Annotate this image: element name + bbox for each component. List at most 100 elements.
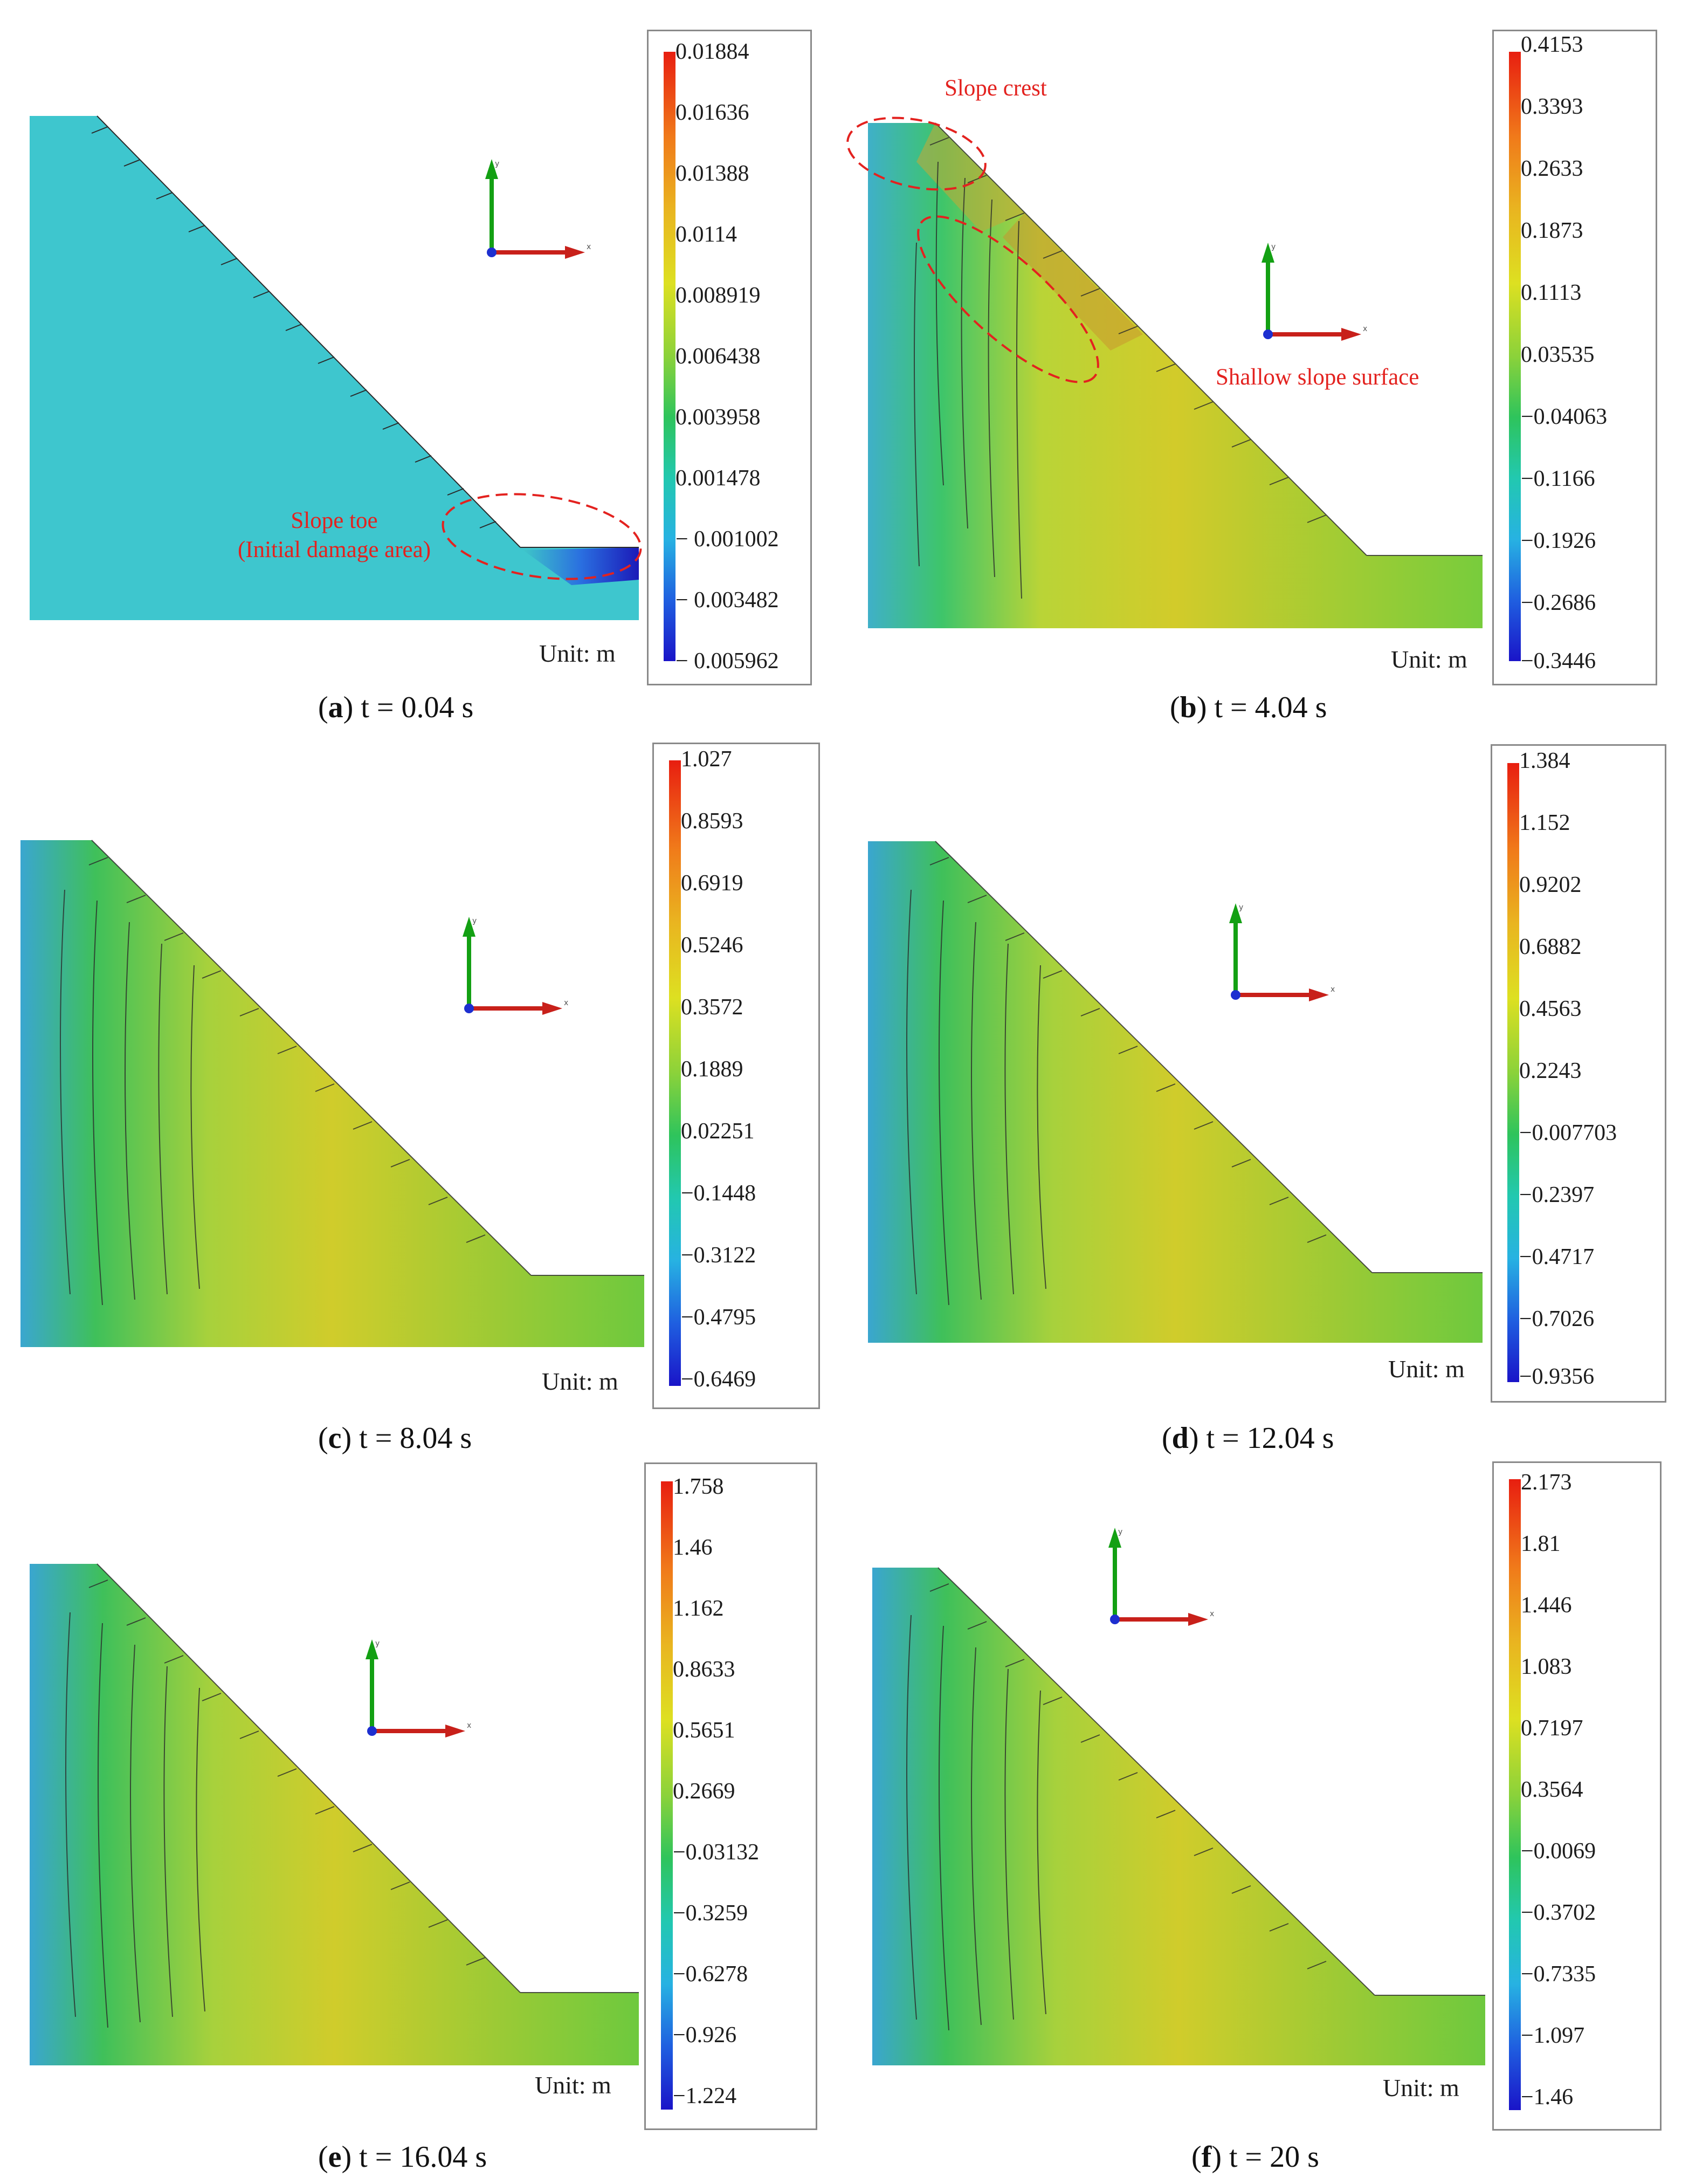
- legend-tick: 1.81: [1521, 1531, 1561, 1556]
- slope-contour-view: y x: [868, 841, 1483, 1343]
- legend-tick: 0.9202: [1519, 873, 1582, 897]
- unit-label: Unit: m: [539, 640, 616, 667]
- panel-caption: (a) t = 0.04 s: [318, 691, 474, 724]
- panel-d: y x Unit: m 1.384 1.152 0.9202 0.6882 0.…: [841, 728, 1682, 1456]
- panel-caption: (b) t = 4.04 s: [1170, 691, 1327, 724]
- unit-label: Unit: m: [535, 2071, 611, 2099]
- unit-label: Unit: m: [542, 1368, 618, 1395]
- legend-tick: −1.224: [673, 2084, 737, 2109]
- legend-tick: 0.008919: [675, 283, 761, 308]
- legend-tick: 0.003958: [675, 405, 761, 430]
- legend-tick: 0.02251: [681, 1119, 755, 1144]
- legend-tick: −0.03132: [673, 1840, 760, 1865]
- slope-contour-view: y x: [872, 1528, 1485, 2065]
- y-axis-label: y: [472, 917, 477, 925]
- legend-tick: −0.2397: [1519, 1183, 1595, 1207]
- caption-letter: b: [1180, 691, 1197, 724]
- legend-tick: 0.01388: [675, 161, 749, 186]
- legend-tick: −0.926: [673, 2023, 737, 2048]
- shallow-surface-zone: [1003, 213, 1143, 351]
- coordinate-axes: [1108, 1528, 1208, 1626]
- caption-time: t = 20 s: [1229, 2140, 1319, 2174]
- caption-time: t = 8.04 s: [359, 1421, 472, 1455]
- legend-tick: 0.5651: [673, 1718, 735, 1743]
- y-axis-label: y: [375, 1639, 380, 1648]
- legend-tick: −1.097: [1521, 2023, 1585, 2048]
- legend-tick: 0.001478: [675, 466, 761, 491]
- legend-tick: 0.1113: [1521, 280, 1582, 305]
- legend-tick: 0.3572: [681, 995, 743, 1020]
- shallow-slope-highlight: [917, 215, 1099, 383]
- panel-f: y x Unit: m 2.173 1.81 1.446 1.083 0.719…: [841, 1456, 1682, 2184]
- legend-tick: −0.3702: [1521, 1900, 1596, 1925]
- x-axis-label: x: [564, 999, 568, 1007]
- legend-color-bar: [661, 1481, 673, 2110]
- y-axis-label: y: [1271, 243, 1276, 251]
- caption-letter: a: [328, 691, 343, 724]
- panel-e: y x Unit: m 1.758 1.46 1.162 0.8633 0.56…: [0, 1456, 841, 2184]
- mesh-lines: [60, 840, 644, 1306]
- legend-tick: −0.007703: [1519, 1121, 1617, 1145]
- y-axis-label: y: [1239, 903, 1243, 912]
- unit-label: Unit: m: [1383, 2074, 1459, 2101]
- x-axis-label: x: [467, 1721, 471, 1730]
- legend-tick: 1.758: [673, 1474, 724, 1499]
- legend-tick: −1.46: [1521, 2085, 1574, 2110]
- slope-contour-view: y x: [20, 840, 644, 1347]
- slope-toe-highlight: [442, 493, 642, 580]
- legend-tick: −0.6469: [681, 1367, 756, 1392]
- legend-tick: −0.6278: [673, 1962, 748, 1987]
- legend-tick: 0.03535: [1521, 342, 1595, 367]
- legend-tick: −0.04063: [1521, 404, 1608, 429]
- mesh-lines: [914, 122, 1483, 599]
- unit-label: Unit: m: [1391, 645, 1467, 673]
- legend-tick: −0.1166: [1521, 466, 1595, 491]
- legend-tick: 0.1873: [1521, 218, 1583, 243]
- legend-tick: 0.3564: [1521, 1777, 1583, 1802]
- mesh-lines: [906, 1567, 1485, 2031]
- legend-tick: 0.4563: [1519, 997, 1582, 1021]
- legend-tick: −0.3446: [1521, 649, 1596, 674]
- mesh-lines: [65, 1563, 639, 2028]
- legend-color-bar: [1507, 763, 1519, 1382]
- legend-tick: 0.2669: [673, 1779, 735, 1804]
- panel-a: y x Slope toe (Initial damage area) Unit…: [0, 0, 841, 728]
- legend-tick: 1.152: [1519, 811, 1570, 835]
- slope-body: [872, 1568, 1485, 2065]
- crest-zone: [916, 123, 1024, 232]
- coordinate-axes: [366, 1639, 465, 1737]
- legend-tick: 0.6882: [1519, 935, 1582, 959]
- x-axis-label: x: [1210, 1610, 1214, 1618]
- color-legend: 0.01884 0.01636 0.01388 0.0114 0.008919 …: [647, 30, 812, 685]
- coordinate-axes: [1262, 243, 1361, 341]
- legend-tick: −0.7026: [1519, 1307, 1595, 1331]
- slope-body: [30, 116, 639, 620]
- slope-contour-view: y x: [846, 116, 1483, 628]
- legend-tick: − 0.001002: [675, 527, 779, 552]
- color-legend: 1.384 1.152 0.9202 0.6882 0.4563 0.2243 …: [1491, 744, 1666, 1403]
- legend-tick: −0.3122: [681, 1243, 756, 1268]
- caption-letter: f: [1201, 2140, 1212, 2174]
- legend-tick: 0.01636: [675, 100, 749, 125]
- slope-body: [868, 841, 1483, 1343]
- color-legend: 1.027 0.8593 0.6919 0.5246 0.3572 0.1889…: [652, 743, 820, 1409]
- y-axis-label: y: [495, 160, 499, 168]
- panel-caption: (c) t = 8.04 s: [318, 1421, 472, 1455]
- caption-time: t = 4.04 s: [1214, 691, 1327, 724]
- panel-c: y x Unit: m 1.027 0.8593 0.6919 0.5246 0…: [0, 728, 841, 1456]
- legend-tick: 0.8593: [681, 809, 743, 834]
- legend-tick: 0.4153: [1521, 32, 1583, 57]
- legend-color-bar: [1509, 1479, 1521, 2110]
- x-axis-label: x: [587, 243, 591, 251]
- caption-time: t = 12.04 s: [1206, 1421, 1334, 1455]
- legend-color-bar: [664, 52, 675, 661]
- legend-tick: 1.384: [1519, 748, 1570, 773]
- legend-color-bar: [1509, 52, 1521, 661]
- panel-b: y x Slope crest Shallow slope surface Un…: [841, 0, 1682, 728]
- mesh-lines: [91, 115, 639, 548]
- slope-toe-label: Slope toe: [291, 508, 378, 533]
- unit-label: Unit: m: [1388, 1355, 1465, 1383]
- legend-tick: −0.1926: [1521, 528, 1596, 553]
- color-legend: 2.173 1.81 1.446 1.083 0.7197 0.3564 −0.…: [1492, 1461, 1662, 2131]
- legend-tick: −0.9356: [1519, 1364, 1595, 1389]
